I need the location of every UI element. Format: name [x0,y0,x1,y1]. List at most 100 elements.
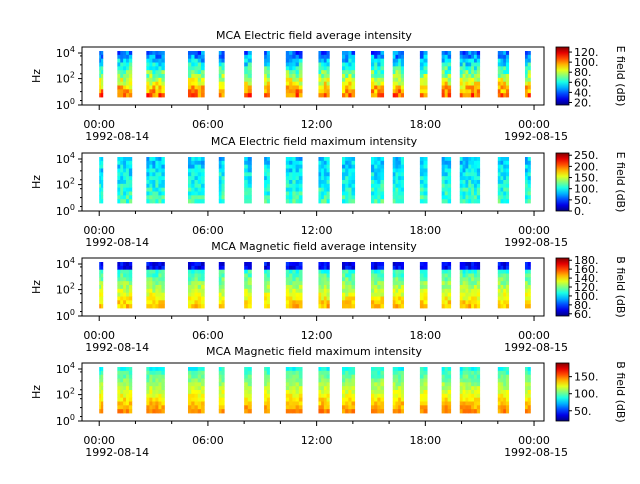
heat-cell [497,296,501,301]
heat-cell [465,54,469,60]
heat-cell [99,378,102,383]
heat-cell [146,195,150,200]
heat-cell [201,195,205,200]
heat-cell [465,393,469,399]
heat-cell [194,74,199,79]
heat-cell [341,285,346,290]
heat-cell [351,374,356,379]
heat-cell [155,74,159,79]
heat-cell [348,265,352,271]
heat-cell [289,277,293,282]
heat-cell [462,199,466,204]
heat-cell [374,265,378,271]
x-tick-label: 12:00 [301,329,333,342]
heat-cell [473,281,478,286]
heat-cell [444,85,449,90]
heat-cell [462,277,466,282]
heat-cell [423,81,428,86]
heat-cell [370,409,375,414]
heat-cell [503,157,507,162]
heat-cell [289,300,293,305]
heat-cell [244,157,249,162]
heat-cell [152,378,156,383]
heat-cell [441,157,446,162]
heat-cell [158,51,162,56]
heat-cell [123,191,127,196]
heat-cell [459,409,463,414]
heat-cell [117,74,121,79]
heat-cell [244,164,249,169]
heat-cell [323,269,327,274]
heat-cell [289,370,293,376]
heat-cell [247,285,252,290]
heat-cell [247,172,252,177]
heat-cell [285,390,290,395]
heat-cell [187,164,192,169]
heat-cell [462,296,466,301]
heat-cell [345,378,349,383]
heat-cell [441,382,446,387]
heat-cell [161,390,165,395]
heat-cell [285,292,290,297]
heat-cell [348,195,352,200]
heat-cell [295,262,300,267]
heat-cell [123,277,127,282]
heat-cell [419,397,424,402]
heat-cell [341,66,346,71]
heat-cell [161,62,165,67]
heat-cell [155,54,159,60]
heat-cell [101,51,104,56]
heat-cell [149,160,153,166]
heat-cell [292,393,297,399]
heat-cell [444,77,449,83]
heat-cell [323,409,327,414]
heat-cell [295,285,300,290]
heat-cell [398,269,402,274]
heat-cell [318,187,322,192]
heat-cell [158,157,162,162]
heat-cell [123,281,127,286]
heat-cell [298,262,303,267]
heat-cell [99,281,102,286]
heat-cell [400,390,404,395]
heat-cell [247,304,252,309]
heat-cell [527,81,531,86]
heat-cell [221,409,225,414]
heat-cell [318,304,322,309]
heat-cell [462,58,466,63]
heat-cell [187,183,192,189]
heat-cell [264,51,268,56]
heat-cell [161,378,165,383]
heat-cell [400,70,404,75]
heat-cell [126,378,130,383]
heat-cell [374,296,378,301]
heat-cell [149,288,153,294]
heat-cell [444,164,449,169]
heat-cell [392,195,396,200]
heat-cell [321,292,325,297]
heat-cell [380,386,385,391]
heat-cell [348,70,352,75]
heat-cell [465,199,469,204]
heat-cell [377,54,381,60]
heat-cell [318,183,322,189]
heat-cell [527,265,531,271]
heat-cell [398,164,402,169]
heat-cell [370,81,375,86]
heat-cell [527,187,531,192]
heat-cell [247,66,252,71]
heat-cell [158,393,162,399]
heat-cell [285,378,290,383]
heat-cell [298,199,303,204]
heat-cell [345,367,349,372]
heat-cell [289,62,293,67]
heat-cell [395,262,399,267]
heat-cell [266,393,270,399]
heat-cell [447,168,452,173]
heat-cell [123,269,127,274]
heat-cell [146,74,150,79]
heat-cell [374,262,378,267]
heat-cell [395,93,399,98]
heat-cell [158,62,162,67]
heat-cell [289,273,293,278]
